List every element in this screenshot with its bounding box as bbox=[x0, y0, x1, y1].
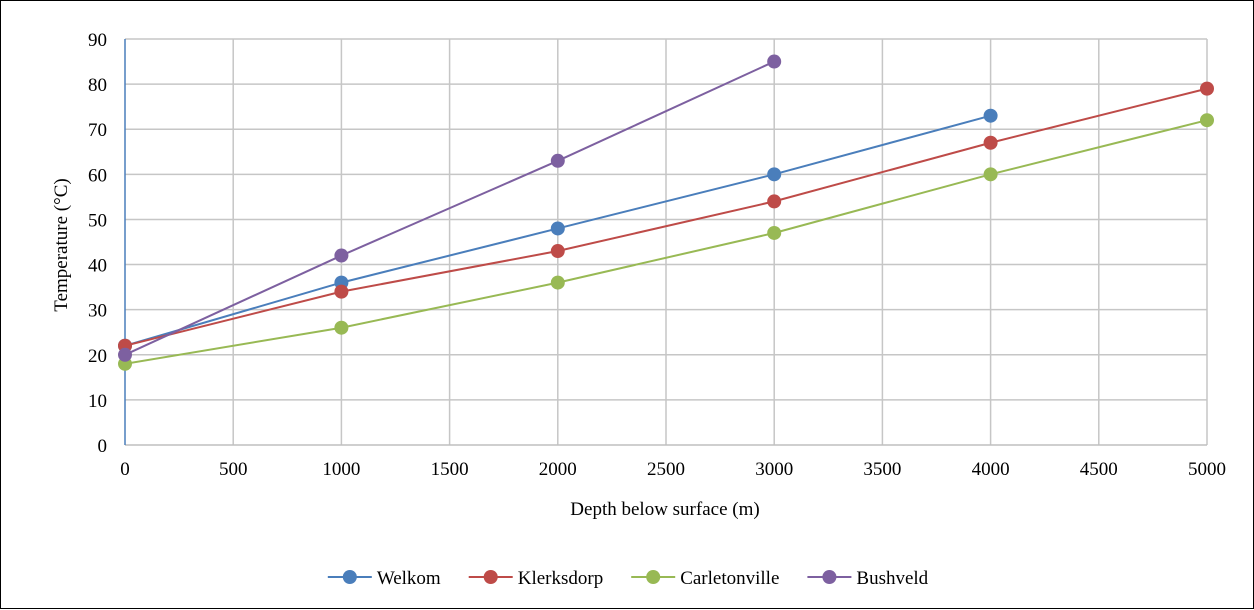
y-axis-title: Temperature (°C) bbox=[51, 178, 72, 311]
legend-label: Welkom bbox=[377, 568, 441, 589]
series-klerksdorp bbox=[118, 81, 1214, 353]
data-point-welkom bbox=[550, 221, 565, 236]
legend-item-carletonville: Carletonville bbox=[631, 568, 779, 589]
y-tick-label: 30 bbox=[88, 301, 107, 322]
y-tick-label: 20 bbox=[88, 346, 107, 367]
x-tick-label: 4000 bbox=[972, 459, 1010, 480]
data-point-carletonville bbox=[1200, 113, 1214, 128]
x-tick-label: 3000 bbox=[755, 459, 793, 480]
x-tick-label: 1000 bbox=[322, 459, 360, 480]
data-point-klerksdorp bbox=[1200, 81, 1214, 96]
legend: Welkom Klerksdorp Carletonville Bushveld bbox=[327, 568, 929, 589]
data-point-bushveld bbox=[767, 54, 782, 69]
data-point-klerksdorp bbox=[983, 135, 998, 150]
data-point-welkom bbox=[767, 167, 782, 182]
data-point-carletonville bbox=[334, 320, 349, 335]
legend-label: Klerksdorp bbox=[518, 568, 603, 589]
y-tick-label: 70 bbox=[88, 120, 107, 141]
data-point-carletonville bbox=[767, 225, 782, 240]
data-point-bushveld bbox=[118, 347, 132, 362]
series-line-carletonville bbox=[124, 119, 1208, 365]
legend-item-welkom: Welkom bbox=[327, 568, 441, 589]
series-bushveld bbox=[118, 54, 782, 362]
y-tick-label: 90 bbox=[88, 30, 107, 51]
tick-labels: 0 10 20 30 40 50 60 70 80 90 0 500 1000 1500 2000 2500 3… bbox=[88, 30, 1226, 480]
legend-swatch-marker bbox=[822, 570, 837, 584]
data-point-bushveld bbox=[550, 153, 565, 168]
data-point-klerksdorp bbox=[767, 194, 782, 209]
x-axis-title: Depth below surface (m) bbox=[570, 499, 759, 520]
data-point-welkom bbox=[983, 108, 998, 123]
axes bbox=[124, 39, 1207, 446]
data-point-carletonville bbox=[550, 275, 565, 290]
legend-label: Carletonville bbox=[680, 568, 779, 589]
x-tick-label: 4500 bbox=[1080, 459, 1118, 480]
series-lines bbox=[118, 54, 1214, 371]
grid bbox=[125, 38, 1208, 445]
x-tick-label: 1500 bbox=[431, 459, 469, 480]
series-line-klerksdorp bbox=[124, 87, 1208, 347]
y-tick-label: 0 bbox=[98, 436, 108, 457]
y-tick-label: 50 bbox=[88, 210, 107, 231]
y-tick-label: 80 bbox=[88, 75, 107, 96]
x-tick-label: 500 bbox=[219, 459, 248, 480]
data-point-klerksdorp bbox=[550, 244, 565, 259]
x-tick-label: 2000 bbox=[539, 459, 577, 480]
legend-swatch-marker bbox=[646, 570, 661, 584]
y-tick-label: 40 bbox=[88, 256, 107, 277]
series-carletonville bbox=[118, 113, 1214, 371]
data-point-carletonville bbox=[983, 167, 998, 182]
x-tick-label: 0 bbox=[120, 459, 130, 480]
series-line-bushveld bbox=[124, 60, 775, 356]
data-point-klerksdorp bbox=[334, 284, 349, 299]
y-tick-label: 60 bbox=[88, 165, 107, 186]
legend-swatch-marker bbox=[342, 570, 357, 584]
x-tick-label: 3500 bbox=[863, 459, 901, 480]
legend-item-klerksdorp: Klerksdorp bbox=[468, 568, 603, 589]
legend-swatch-marker bbox=[483, 570, 498, 584]
x-tick-label: 5000 bbox=[1188, 459, 1226, 480]
legend-item-bushveld: Bushveld bbox=[807, 568, 929, 589]
legend-label: Bushveld bbox=[856, 568, 928, 589]
data-point-bushveld bbox=[334, 248, 349, 263]
y-tick-label: 10 bbox=[88, 391, 107, 412]
x-tick-label: 2500 bbox=[647, 459, 685, 480]
